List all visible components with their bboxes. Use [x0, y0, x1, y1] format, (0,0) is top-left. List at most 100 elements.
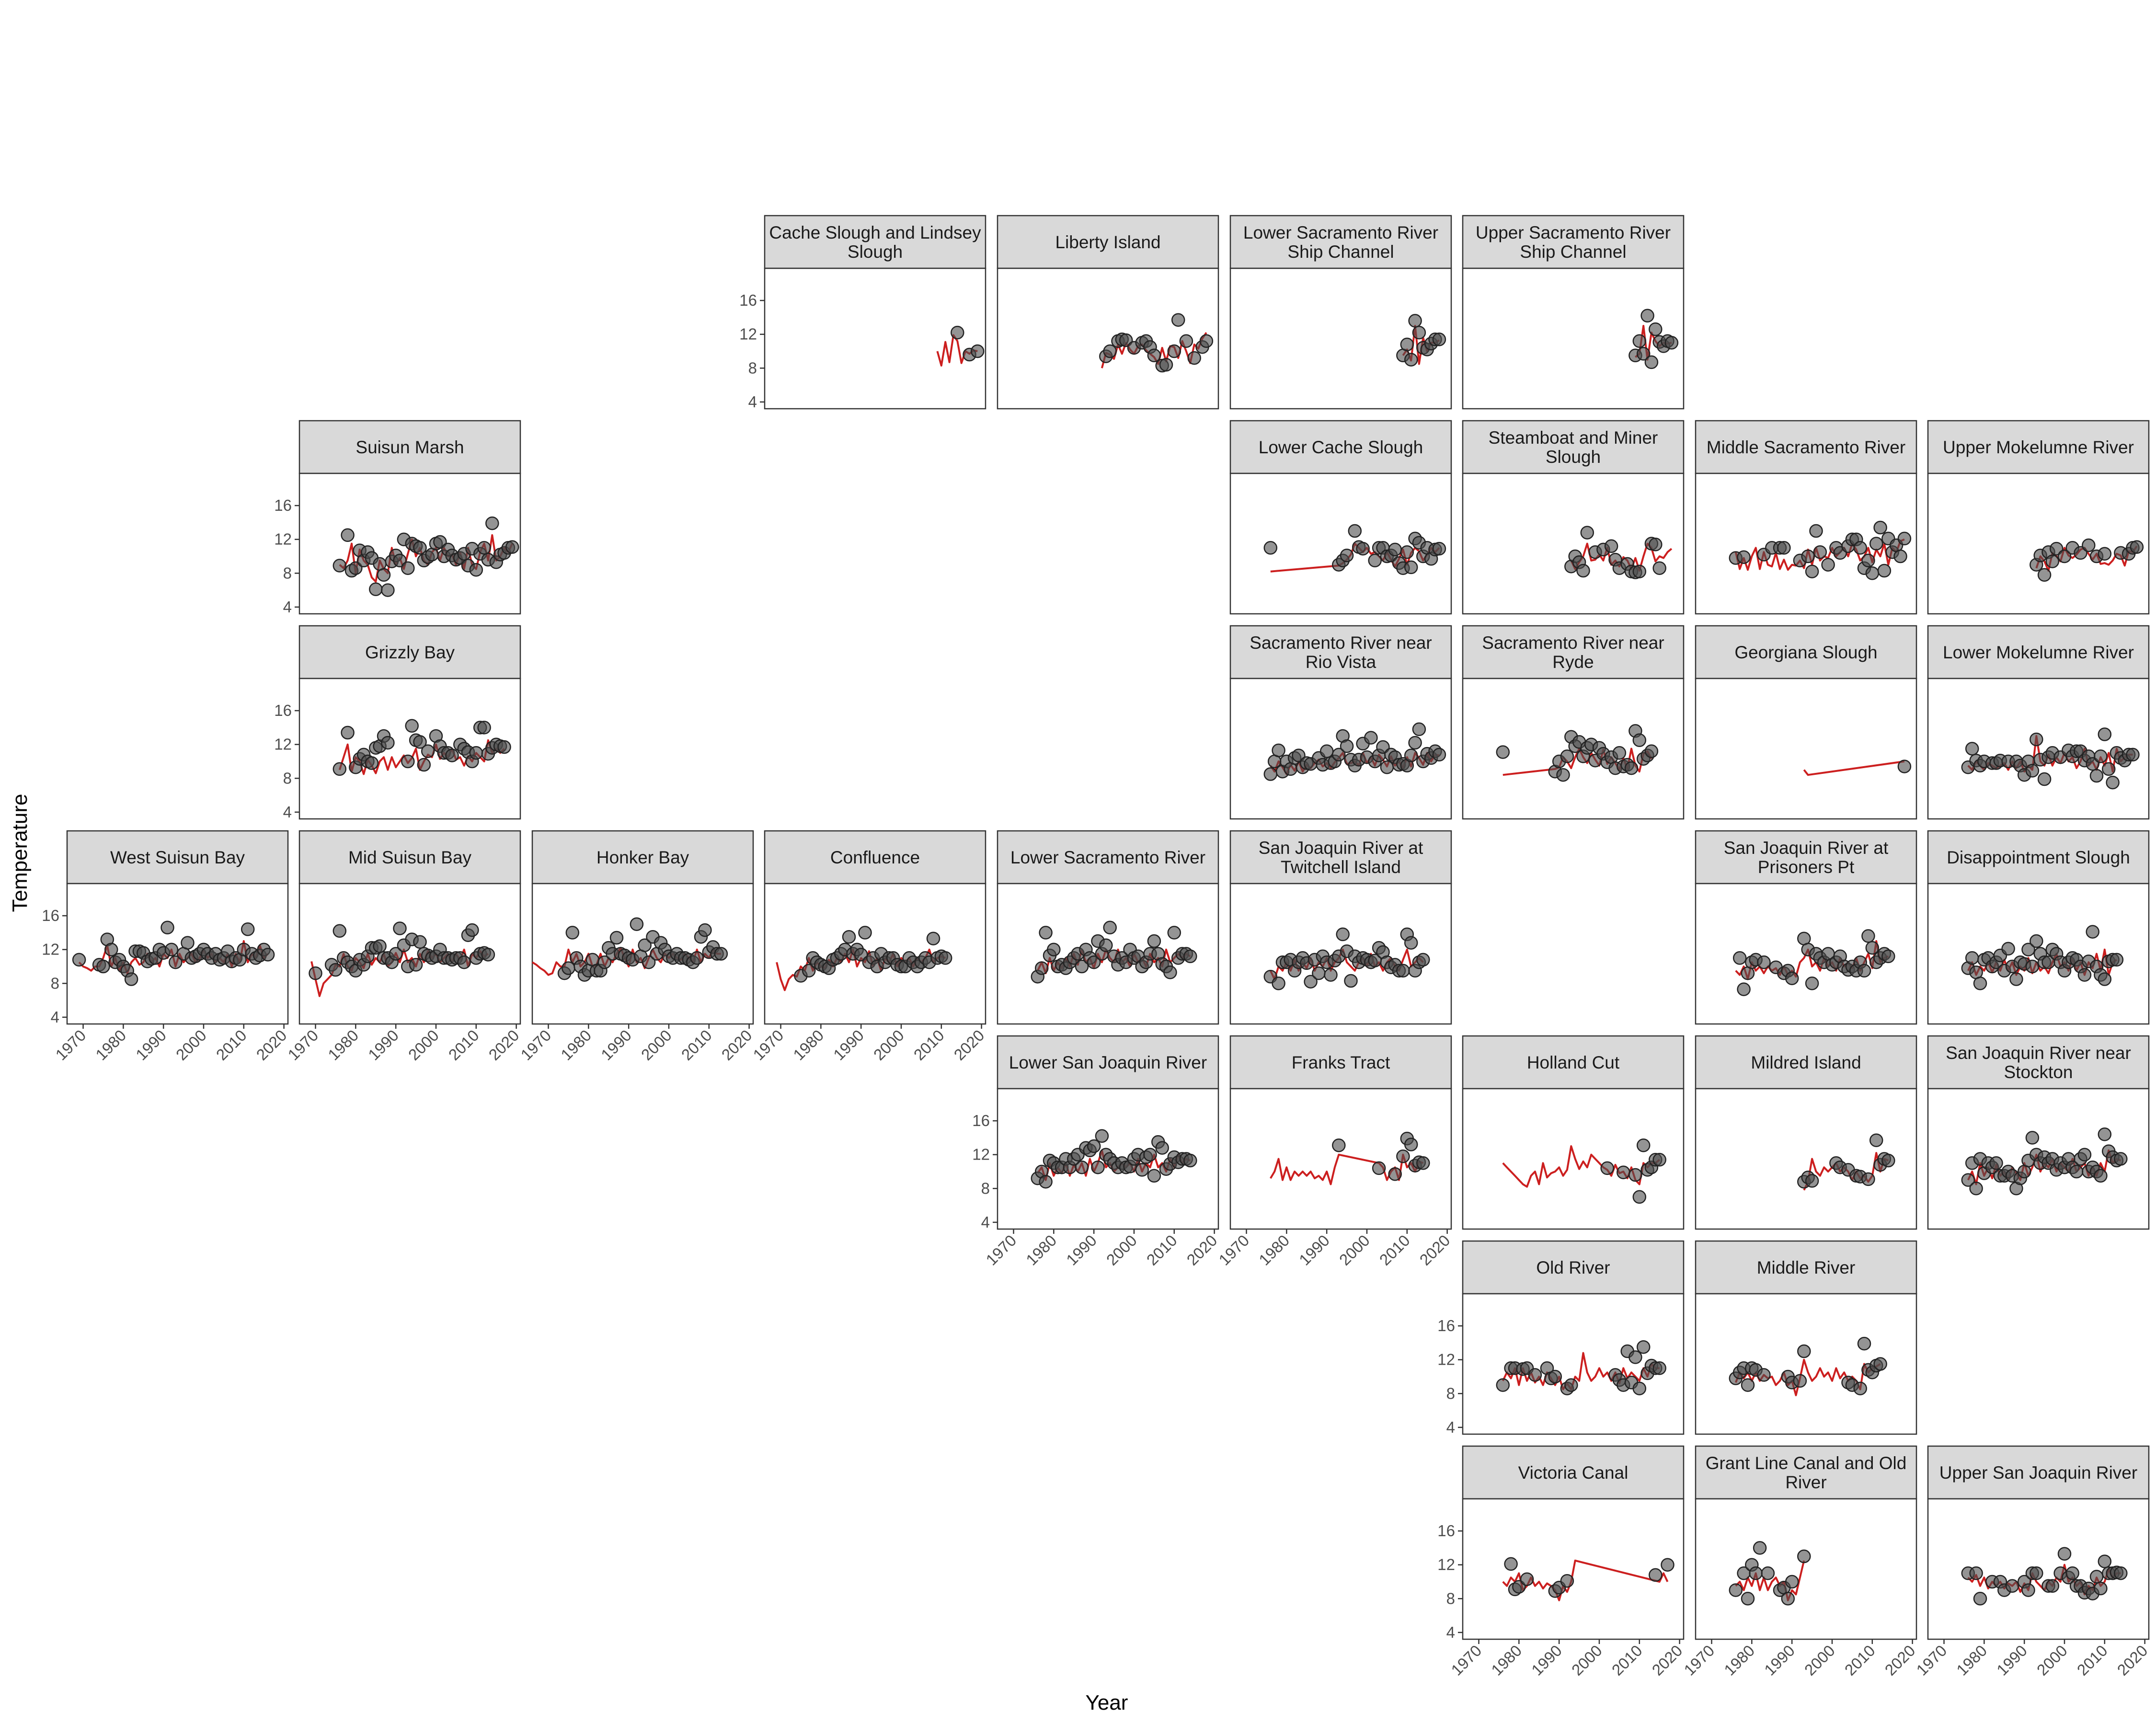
- x-tick-label: 1980: [1255, 1231, 1293, 1269]
- data-point: [1404, 936, 1418, 950]
- data-point: [1965, 742, 1979, 756]
- facet-title: Ryde: [1552, 652, 1594, 672]
- data-point: [1961, 1173, 1975, 1187]
- data-point: [1372, 1161, 1386, 1175]
- data-point: [2098, 1554, 2112, 1568]
- data-point: [1340, 739, 1354, 753]
- data-point: [2086, 925, 2099, 939]
- data-point: [1432, 748, 1446, 762]
- facet-panel: Franks Tract: [1229, 1035, 1452, 1230]
- x-tick-label: 2000: [1568, 1642, 1606, 1679]
- data-point: [1163, 966, 1177, 979]
- data-point: [1187, 351, 1201, 365]
- data-point: [1632, 733, 1647, 748]
- data-point: [241, 922, 255, 936]
- facet-strip: [1229, 420, 1452, 474]
- x-tick-label: 2010: [1841, 1642, 1879, 1679]
- data-point: [1869, 537, 1883, 551]
- data-point: [1396, 1149, 1410, 1163]
- data-point: [1617, 1165, 1630, 1179]
- data-point: [1989, 1156, 2003, 1170]
- data-point: [413, 735, 427, 749]
- data-point: [1496, 745, 1510, 759]
- data-point: [2005, 1579, 2019, 1593]
- data-point: [373, 939, 387, 953]
- facet-title: San Joaquin River at: [1259, 838, 1423, 858]
- data-point: [1520, 1572, 1534, 1586]
- data-point: [1075, 959, 1089, 974]
- facet-panel: Liberty Island: [997, 215, 1219, 410]
- data-point: [1801, 549, 1815, 564]
- data-point: [1396, 964, 1410, 978]
- x-tick-label: 1980: [1720, 1642, 1758, 1679]
- data-point: [1753, 1541, 1767, 1555]
- facet-panel: Upper Mokelumne River: [1927, 420, 2150, 615]
- x-tick-label: 2010: [213, 1026, 250, 1064]
- facet-panel: Middle River: [1695, 1240, 1917, 1435]
- x-tick-label: 2020: [252, 1026, 290, 1064]
- facet-strip: [1695, 1035, 1917, 1090]
- x-tick-label: 2010: [445, 1026, 482, 1064]
- x-tick-label: 2020: [718, 1026, 755, 1064]
- facet-strip: [1229, 215, 1452, 269]
- data-point: [2037, 568, 2052, 582]
- data-point: [1034, 961, 1049, 975]
- y-axis-ticks: 4 8 12 16 4 8 12 16 4 8 12 16 4 8 12 16 4 8 12 16 4 8 12 16 4 8 12…: [42, 291, 1463, 1641]
- data-point: [413, 935, 427, 949]
- facet-panel: Lower Cache Slough: [1229, 420, 1452, 615]
- facet-title: Mildred Island: [1751, 1053, 1861, 1072]
- data-point: [389, 947, 403, 961]
- data-point: [1600, 1161, 1614, 1175]
- facet-title: Slough: [848, 242, 903, 262]
- facet-strip: [1462, 625, 1685, 679]
- y-tick-label: 12: [739, 325, 757, 343]
- y-tick-label: 16: [1437, 1522, 1455, 1540]
- x-tick-label: 2020: [1648, 1642, 1686, 1679]
- data-point: [2025, 764, 2040, 778]
- data-point: [1348, 524, 1362, 538]
- data-point: [1973, 977, 1987, 990]
- data-point: [1380, 760, 1394, 774]
- x-tick-label: 1990: [1761, 1642, 1798, 1679]
- data-point: [1388, 542, 1402, 557]
- data-point: [2094, 1581, 2108, 1596]
- facet-title: Rio Vista: [1306, 652, 1376, 672]
- data-point: [377, 568, 391, 582]
- x-tick-label: 1970: [1913, 1642, 1950, 1679]
- data-point: [1091, 1160, 1105, 1174]
- facet-title: Twitchell Island: [1281, 857, 1401, 877]
- x-tick-label: 1980: [324, 1026, 362, 1064]
- facet-panel: Upper San Joaquin River: [1927, 1445, 2150, 1640]
- data-point: [1272, 977, 1285, 990]
- data-point: [1404, 748, 1418, 762]
- data-point: [1640, 309, 1654, 323]
- x-tick-label: 2000: [870, 1026, 907, 1064]
- y-tick-label: 16: [972, 1112, 990, 1129]
- data-point: [409, 958, 423, 972]
- data-point: [1332, 1138, 1346, 1152]
- data-point: [642, 955, 656, 969]
- data-point: [2009, 972, 2023, 986]
- y-tick-label: 12: [42, 941, 59, 958]
- data-point: [1757, 955, 1771, 969]
- y-tick-label: 4: [1446, 1623, 1455, 1641]
- facet-title: Holland Cut: [1527, 1053, 1620, 1072]
- data-point: [96, 959, 110, 974]
- data-point: [381, 583, 395, 597]
- data-point: [1857, 1336, 1871, 1351]
- data-point: [1312, 966, 1326, 980]
- data-point: [1047, 943, 1061, 956]
- y-tick-label: 4: [1446, 1418, 1455, 1436]
- data-point: [1636, 1138, 1651, 1152]
- facet-title: Cache Slough and Lindsey: [769, 223, 981, 242]
- y-tick-label: 4: [51, 1008, 59, 1026]
- facet-title: Disappointment Slough: [1947, 848, 2130, 867]
- data-point: [2082, 538, 2096, 552]
- facet-strip: [764, 830, 986, 885]
